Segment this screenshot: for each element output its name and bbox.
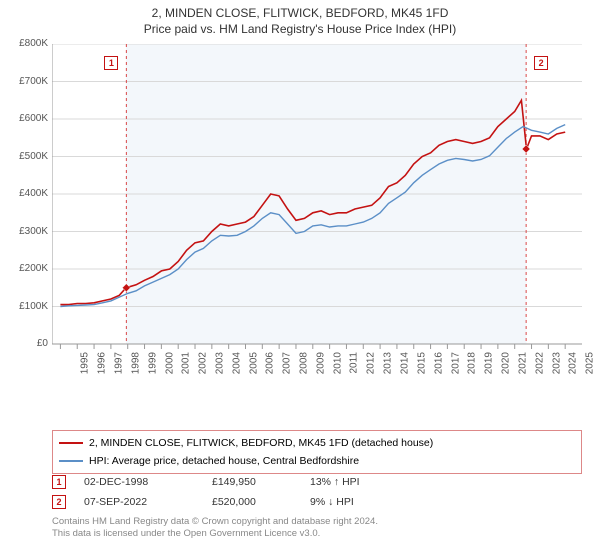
x-axis-label: 2020 [500, 352, 511, 374]
transaction-delta: 13% ↑ HPI [310, 476, 410, 488]
transaction-marker-icon: 2 [534, 56, 548, 70]
y-axis-label: £700K [2, 76, 48, 87]
legend-label: 2, MINDEN CLOSE, FLITWICK, BEDFORD, MK45… [89, 437, 433, 449]
x-axis-label: 1996 [96, 352, 107, 374]
x-axis-label: 2007 [282, 352, 293, 374]
x-axis-label: 2012 [366, 352, 377, 374]
x-axis-label: 2015 [416, 352, 427, 374]
y-axis-label: £200K [2, 263, 48, 274]
transaction-marker-icon: 1 [104, 56, 118, 70]
line-chart-svg [52, 44, 582, 388]
y-axis-label: £500K [2, 151, 48, 162]
x-axis-label: 2022 [534, 352, 545, 374]
x-axis-label: 1998 [130, 352, 141, 374]
transaction-price: £520,000 [212, 496, 292, 508]
x-axis-label: 2024 [568, 352, 579, 374]
x-axis-label: 2019 [483, 352, 494, 374]
transaction-marker: 1 [52, 475, 66, 489]
chart-area: £0£100K£200K£300K£400K£500K£600K£700K£80… [52, 44, 582, 388]
x-axis-label: 2014 [399, 352, 410, 374]
legend-item: 2, MINDEN CLOSE, FLITWICK, BEDFORD, MK45… [59, 435, 575, 451]
x-axis-label: 2003 [214, 352, 225, 374]
legend-label: HPI: Average price, detached house, Cent… [89, 455, 359, 467]
transaction-marker: 2 [52, 495, 66, 509]
x-axis-label: 2004 [231, 352, 242, 374]
x-axis-label: 2002 [197, 352, 208, 374]
chart-legend: 2, MINDEN CLOSE, FLITWICK, BEDFORD, MK45… [52, 430, 582, 474]
x-axis-label: 2021 [517, 352, 528, 374]
transaction-delta: 9% ↓ HPI [310, 496, 410, 508]
y-axis-label: £100K [2, 301, 48, 312]
x-axis-label: 2017 [450, 352, 461, 374]
legend-swatch [59, 442, 83, 444]
x-axis-label: 1999 [147, 352, 158, 374]
transaction-date: 02-DEC-1998 [84, 476, 194, 488]
transaction-price: £149,950 [212, 476, 292, 488]
chart-title-line1: 2, MINDEN CLOSE, FLITWICK, BEDFORD, MK45… [0, 6, 600, 20]
y-axis-label: £300K [2, 226, 48, 237]
x-axis-label: 2023 [551, 352, 562, 374]
x-axis-label: 2011 [348, 352, 359, 374]
legend-item: HPI: Average price, detached house, Cent… [59, 453, 575, 469]
x-axis-label: 2005 [248, 352, 259, 374]
table-row: 2 07-SEP-2022 £520,000 9% ↓ HPI [52, 492, 582, 512]
y-axis-label: £400K [2, 188, 48, 199]
footer-line: Contains HM Land Registry data © Crown c… [52, 516, 582, 528]
y-axis-label: £0 [2, 338, 48, 349]
footer-line: This data is licensed under the Open Gov… [52, 528, 582, 540]
transaction-date: 07-SEP-2022 [84, 496, 194, 508]
x-axis-label: 2006 [265, 352, 276, 374]
x-axis-label: 2016 [433, 352, 444, 374]
x-axis-label: 2009 [315, 352, 326, 374]
table-row: 1 02-DEC-1998 £149,950 13% ↑ HPI [52, 472, 582, 492]
x-axis-label: 2001 [181, 352, 192, 374]
x-axis-label: 2010 [332, 352, 343, 374]
chart-title-line2: Price paid vs. HM Land Registry's House … [0, 22, 600, 36]
y-axis-label: £800K [2, 38, 48, 49]
footer-attribution: Contains HM Land Registry data © Crown c… [52, 516, 582, 541]
x-axis-label: 1995 [80, 352, 91, 374]
x-axis-label: 2008 [298, 352, 309, 374]
x-axis-label: 2018 [467, 352, 478, 374]
x-axis-label: 2013 [383, 352, 394, 374]
x-axis-label: 2000 [164, 352, 175, 374]
x-axis-label: 1997 [113, 352, 124, 374]
legend-swatch [59, 460, 83, 462]
y-axis-label: £600K [2, 113, 48, 124]
x-axis-label: 2025 [584, 352, 595, 374]
transactions-table: 1 02-DEC-1998 £149,950 13% ↑ HPI 2 07-SE… [52, 472, 582, 512]
